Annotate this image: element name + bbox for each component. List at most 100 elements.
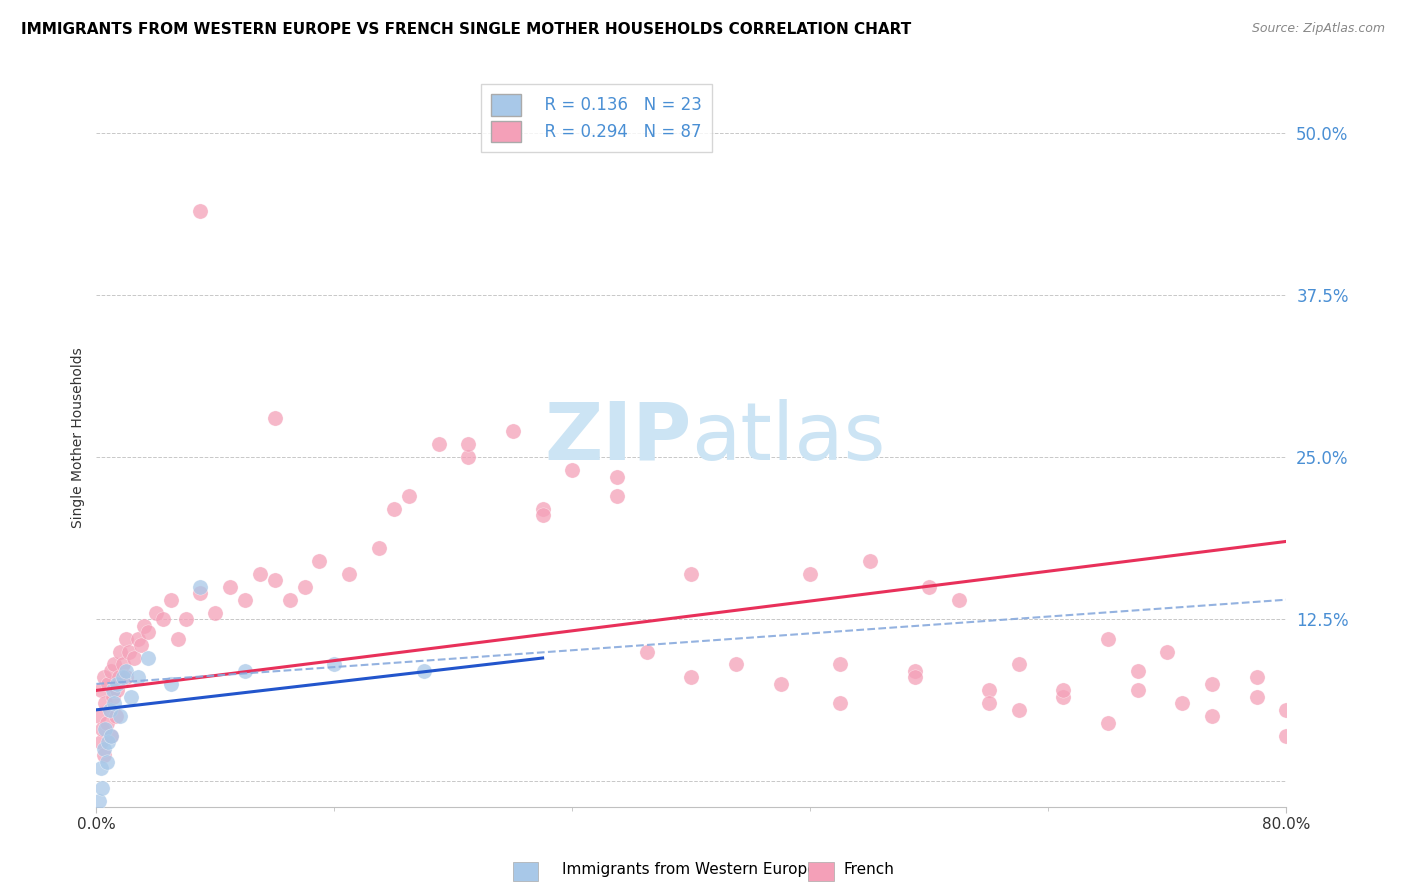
- Point: [323, 657, 346, 672]
- Point: [903, 664, 925, 678]
- Point: [97, 735, 120, 749]
- Point: [115, 664, 138, 678]
- Point: [115, 632, 138, 646]
- Point: [830, 657, 852, 672]
- Point: [412, 664, 434, 678]
- Point: [93, 741, 115, 756]
- Point: [94, 723, 117, 737]
- Point: [93, 670, 115, 684]
- Point: [159, 677, 181, 691]
- Point: [337, 566, 360, 581]
- Point: [90, 683, 112, 698]
- Point: [108, 644, 131, 658]
- Point: [101, 690, 124, 704]
- Point: [398, 489, 420, 503]
- Point: [105, 677, 128, 691]
- Point: [112, 670, 135, 684]
- Point: [1008, 703, 1031, 717]
- Point: [190, 580, 212, 594]
- Point: [93, 748, 115, 763]
- Point: [948, 592, 970, 607]
- Point: [531, 502, 554, 516]
- Y-axis label: Single Mother Households: Single Mother Households: [72, 347, 86, 528]
- Point: [1052, 690, 1074, 704]
- Point: [263, 411, 285, 425]
- Text: Immigrants from Western Europe: Immigrants from Western Europe: [562, 863, 817, 877]
- Point: [1156, 644, 1178, 658]
- Text: French: French: [844, 863, 894, 877]
- Point: [204, 606, 226, 620]
- Point: [101, 683, 124, 698]
- Point: [105, 683, 128, 698]
- Point: [1097, 715, 1119, 730]
- Point: [97, 677, 120, 691]
- Point: [977, 683, 1000, 698]
- Point: [1008, 657, 1031, 672]
- Point: [977, 696, 1000, 710]
- Point: [219, 580, 242, 594]
- Point: [1275, 703, 1298, 717]
- Point: [249, 566, 271, 581]
- Point: [104, 709, 127, 723]
- Point: [531, 508, 554, 523]
- Point: [174, 612, 197, 626]
- Point: [368, 541, 391, 555]
- Point: [859, 554, 882, 568]
- Point: [100, 729, 122, 743]
- Point: [382, 502, 405, 516]
- Point: [96, 715, 118, 730]
- Point: [167, 632, 190, 646]
- Point: [90, 761, 112, 775]
- Point: [94, 696, 117, 710]
- Point: [89, 793, 111, 807]
- Point: [103, 657, 125, 672]
- Text: ZIP: ZIP: [544, 399, 692, 476]
- Point: [127, 670, 149, 684]
- Point: [278, 592, 301, 607]
- Point: [129, 638, 152, 652]
- Point: [903, 670, 925, 684]
- Point: [190, 204, 212, 219]
- Point: [1126, 683, 1149, 698]
- Point: [152, 612, 174, 626]
- Point: [561, 463, 583, 477]
- Point: [457, 437, 479, 451]
- Point: [100, 729, 122, 743]
- Point: [233, 592, 256, 607]
- Point: [112, 657, 135, 672]
- Point: [98, 703, 121, 717]
- Point: [233, 664, 256, 678]
- Point: [118, 644, 141, 658]
- Point: [1246, 690, 1268, 704]
- Point: [427, 437, 450, 451]
- Point: [145, 606, 167, 620]
- Point: [107, 670, 129, 684]
- Point: [132, 618, 155, 632]
- Point: [830, 696, 852, 710]
- Point: [159, 592, 181, 607]
- Point: [89, 709, 111, 723]
- Point: [90, 735, 112, 749]
- Point: [1275, 729, 1298, 743]
- Point: [1052, 683, 1074, 698]
- Point: [1246, 670, 1268, 684]
- Text: atlas: atlas: [692, 399, 886, 476]
- Point: [799, 566, 821, 581]
- Point: [1171, 696, 1194, 710]
- Point: [606, 489, 628, 503]
- Point: [294, 580, 316, 594]
- Point: [918, 580, 941, 594]
- Point: [91, 780, 114, 795]
- Point: [122, 651, 145, 665]
- Point: [190, 586, 212, 600]
- Point: [1201, 709, 1223, 723]
- Point: [263, 574, 285, 588]
- Point: [138, 651, 160, 665]
- Point: [1126, 664, 1149, 678]
- Point: [502, 424, 524, 438]
- Point: [725, 657, 748, 672]
- Point: [606, 469, 628, 483]
- Point: [91, 723, 114, 737]
- Point: [636, 644, 658, 658]
- Point: [308, 554, 330, 568]
